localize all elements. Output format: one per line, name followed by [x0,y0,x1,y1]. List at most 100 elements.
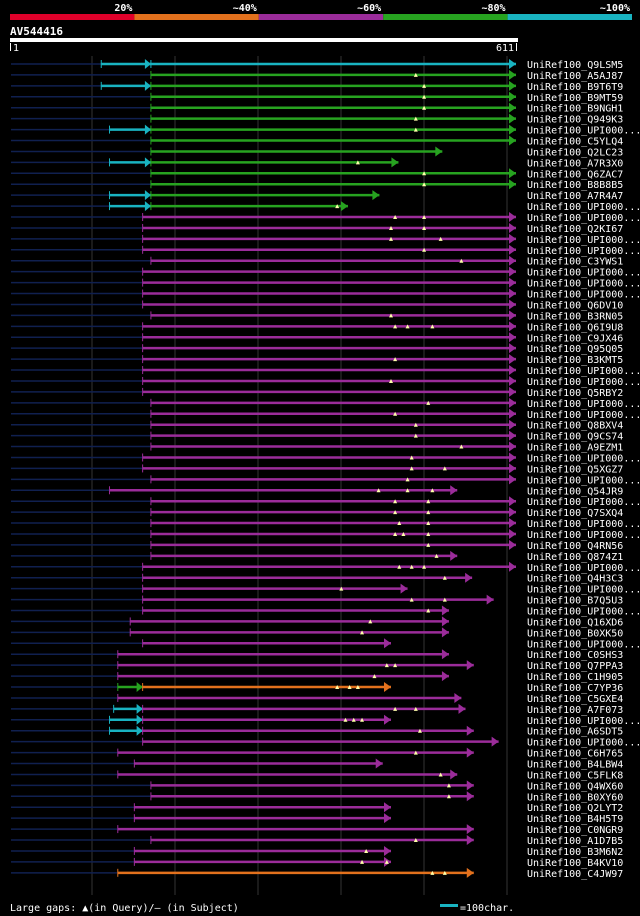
hit-row: UniRef100_C0NGR9 [11,824,623,836]
gap-marker [339,586,344,591]
hit-row: UniRef100_UPI000... [11,288,640,301]
gap-marker [426,499,431,504]
query-name: AV544416 [10,25,63,38]
hit-end-arrow [509,386,516,397]
hit-end-arrow [491,736,499,747]
gap-marker [347,685,352,690]
hit-end-arrow [450,769,458,780]
hit-label: UniRef100_B3M6N2 [527,847,623,858]
hit-label: UniRef100_A9EZM1 [527,443,623,454]
hit-label: UniRef100_B9MT59 [527,93,623,104]
hit-label: UniRef100_B4H5T9 [527,814,623,825]
gap-marker [360,859,365,864]
hit-end-arrow [383,845,391,856]
hit-end-arrow [509,59,516,69]
gap-marker [393,411,398,416]
gap-marker [442,597,447,602]
hit-lead-arrow [144,59,151,69]
gap-marker [413,706,418,711]
gap-marker [388,378,393,383]
hit-label: UniRef100_UPI000... [527,268,640,279]
hit-label: UniRef100_B4LBW4 [527,760,623,771]
hit-row: UniRef100_UPI000... [11,277,640,290]
hit-label: UniRef100_Q6DV10 [527,300,623,311]
hit-label: UniRef100_C0SHS3 [527,650,623,661]
gap-marker [422,83,427,88]
hit-end-arrow [509,507,516,518]
gap-marker [393,499,398,504]
hit-end-arrow [509,113,516,124]
hit-end-arrow [383,813,391,824]
hit-row: UniRef100_UPI000... [11,375,640,388]
hit-row: UniRef100_B9NGH1 [11,102,623,115]
hit-lead-arrow [144,157,151,168]
hit-row: UniRef100_A7R3X0 [11,157,623,169]
hit-end-arrow [340,201,348,212]
gap-marker [446,783,451,788]
hit-row: UniRef100_C3YWS1 [11,255,623,268]
hit-row: UniRef100_B4KV10 [11,856,623,869]
hit-label: UniRef100_Q4H3C3 [527,574,623,585]
gap-marker [413,72,418,77]
hit-lead-arrow [136,725,143,736]
scale-label-1: ~40% [233,3,257,14]
hit-label: UniRef100_UPI000... [527,202,640,213]
gap-marker [434,553,439,558]
color-scale: 20% ~40% ~60% ~80% ~100% [10,3,632,20]
gap-marker [372,674,377,679]
hit-label: UniRef100_C7YP36 [527,683,623,694]
gap-marker [388,313,393,318]
hit-end-arrow [509,332,516,343]
hit-row: UniRef100_Q7PPA3 [11,660,623,672]
scale-legend-bar [440,904,458,907]
hit-label: UniRef100_C5GXE4 [527,694,623,705]
gap-marker [413,433,418,438]
hit-end-arrow [509,124,516,135]
gap-marker [393,357,398,362]
grid-lines [91,56,508,895]
hit-row: UniRef100_B4H5T9 [11,813,623,825]
scale-label-2: ~60% [357,3,381,14]
gap-marker [397,521,402,526]
query-bar [10,38,518,42]
hit-label: UniRef100_UPI000... [527,410,640,421]
hit-end-arrow [509,528,516,539]
hit-label: UniRef100_Q6I9U8 [527,322,623,333]
hit-row: UniRef100_Q6ZAC7 [11,168,623,180]
hit-row: UniRef100_UPI000... [11,528,640,541]
hit-row: UniRef100_Q95Q05 [11,343,623,355]
hit-end-arrow [509,135,516,146]
hit-label: UniRef100_UPI000... [527,453,640,464]
hit-row: UniRef100_Q54JR9 [11,485,623,497]
gap-marker [442,870,447,875]
scale-segment-4 [507,14,632,20]
hit-label: UniRef100_B9T6T9 [527,82,623,93]
hit-end-arrow [509,397,516,408]
hit-label: UniRef100_A5AJ87 [527,71,623,82]
hit-row: UniRef100_UPI000... [11,201,640,213]
hit-row: UniRef100_Q6DV10 [11,299,623,311]
hit-row: UniRef100_C1H905 [11,671,623,683]
gap-marker [422,215,427,220]
hit-row: UniRef100_B4LBW4 [11,758,623,771]
gap-legend: Large gaps: ▲(in Query)/– (in Subject) [10,903,239,914]
hit-lead-arrow [136,714,143,725]
hit-row: UniRef100_Q2LYT2 [11,802,623,814]
gap-marker [422,182,427,187]
scale-segment-2 [258,14,384,20]
hit-label: UniRef100_UPI000... [527,475,640,486]
hit-row: UniRef100_C5GXE4 [11,692,623,705]
hit-row: UniRef100_Q8BXV4 [11,419,623,432]
hit-label: UniRef100_Q949K3 [527,115,623,126]
hit-label: UniRef100_UPI000... [527,279,640,290]
gap-marker [430,870,435,875]
hit-end-arrow [509,474,516,485]
gap-marker [426,521,431,526]
hit-end-arrow [509,419,516,430]
gap-marker [368,619,373,624]
hit-label: UniRef100_UPI000... [527,497,640,508]
hit-row: UniRef100_B0XY60 [11,791,623,803]
hit-end-arrow [509,288,516,299]
gap-marker [393,706,398,711]
